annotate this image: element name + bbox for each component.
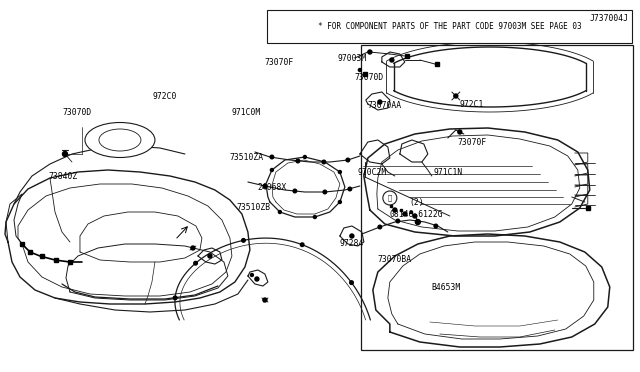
Text: 73070D: 73070D	[62, 108, 92, 116]
Text: 73070BA: 73070BA	[378, 256, 412, 264]
Circle shape	[378, 100, 382, 104]
Circle shape	[194, 262, 197, 265]
Circle shape	[454, 94, 458, 98]
Text: 73070F: 73070F	[265, 58, 294, 67]
Circle shape	[255, 277, 259, 281]
Circle shape	[270, 155, 274, 159]
Text: 97003M: 97003M	[338, 54, 367, 62]
Circle shape	[293, 189, 297, 193]
Bar	[268, 10, 632, 43]
Text: 972C0: 972C0	[153, 92, 177, 100]
Text: 73070AA: 73070AA	[368, 100, 402, 109]
Text: 24068X: 24068X	[258, 183, 287, 192]
Circle shape	[270, 169, 273, 171]
Circle shape	[300, 243, 304, 247]
Circle shape	[413, 214, 417, 218]
Text: 97284: 97284	[340, 240, 364, 248]
Circle shape	[346, 158, 349, 162]
Circle shape	[416, 220, 420, 224]
Circle shape	[323, 190, 326, 194]
Circle shape	[339, 170, 341, 173]
Text: 970C2M: 970C2M	[358, 167, 387, 176]
Text: Ⓣ: Ⓣ	[388, 195, 392, 201]
Circle shape	[242, 238, 245, 242]
Circle shape	[348, 187, 351, 191]
Bar	[362, 45, 634, 350]
Circle shape	[390, 58, 394, 62]
Circle shape	[403, 212, 407, 216]
Circle shape	[393, 208, 397, 212]
Circle shape	[303, 155, 307, 158]
Circle shape	[263, 184, 267, 188]
Circle shape	[458, 130, 462, 134]
Text: 972C1: 972C1	[460, 99, 484, 109]
Circle shape	[358, 68, 362, 71]
Circle shape	[349, 281, 353, 284]
Ellipse shape	[85, 122, 155, 157]
Text: 73840Z: 73840Z	[48, 171, 77, 180]
Circle shape	[350, 234, 354, 238]
Circle shape	[173, 296, 177, 300]
Circle shape	[314, 215, 316, 218]
Text: 73510ZA: 73510ZA	[230, 153, 264, 161]
Circle shape	[339, 201, 341, 203]
Text: 08146-6122G: 08146-6122G	[390, 209, 444, 218]
Text: J737004J: J737004J	[590, 13, 628, 22]
Text: 73070F: 73070F	[458, 138, 487, 147]
Circle shape	[368, 50, 372, 54]
Circle shape	[378, 225, 381, 229]
Circle shape	[322, 160, 326, 164]
Circle shape	[415, 219, 420, 224]
Circle shape	[396, 219, 399, 223]
Circle shape	[250, 273, 253, 276]
Circle shape	[191, 246, 195, 250]
Text: 971C0M: 971C0M	[232, 108, 261, 116]
Text: * FOR COMPONENT PARTS OF THE PART CODE 97003M SEE PAGE 03: * FOR COMPONENT PARTS OF THE PART CODE 9…	[318, 22, 582, 31]
Text: (2): (2)	[410, 198, 424, 206]
Text: 971C1N: 971C1N	[434, 167, 463, 176]
Text: B4653M: B4653M	[432, 283, 461, 292]
Circle shape	[278, 211, 282, 214]
Ellipse shape	[99, 129, 141, 151]
Circle shape	[63, 151, 67, 157]
Circle shape	[208, 254, 212, 258]
Text: 73510ZB: 73510ZB	[237, 202, 271, 212]
Circle shape	[434, 224, 438, 228]
Circle shape	[296, 159, 300, 163]
Text: 73070D: 73070D	[355, 73, 384, 81]
Circle shape	[263, 298, 267, 302]
